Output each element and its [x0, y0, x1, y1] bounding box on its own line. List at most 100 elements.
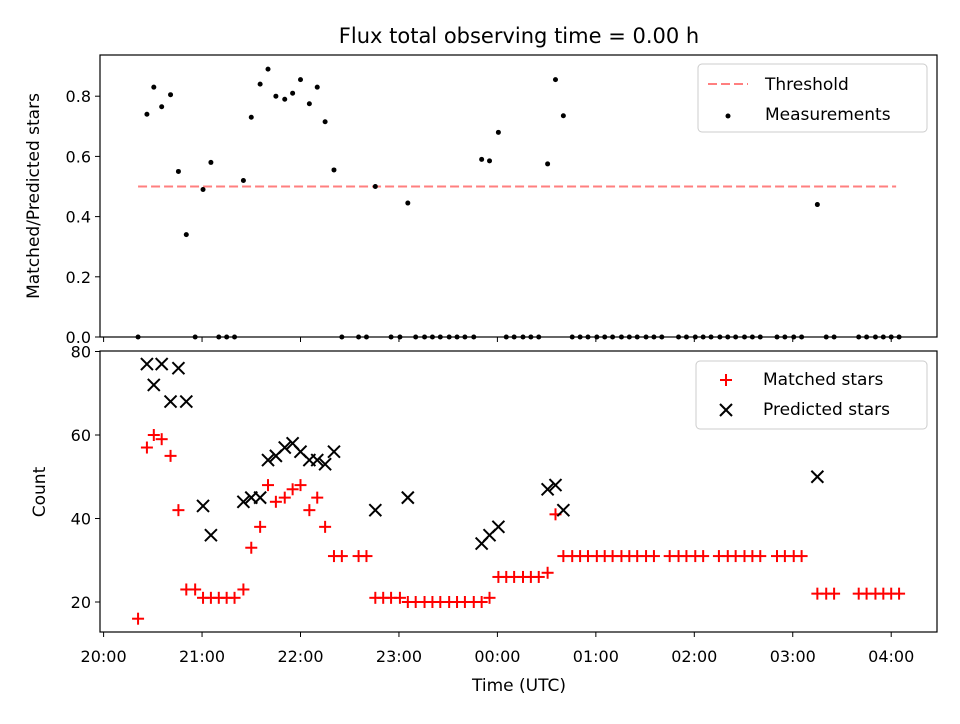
ratio-legend: Threshold Measurements [697, 63, 928, 133]
matched-star-point [795, 550, 808, 563]
measurement-point [896, 334, 902, 340]
matched-star-point [164, 449, 177, 462]
measurement-point [306, 101, 312, 107]
count-x-ticks: 20:00 21:00 22:00 23:00 00:00 01:00 02:00 03:00… [81, 632, 914, 666]
matched-star-point [147, 429, 160, 441]
matched-star-point [475, 596, 488, 608]
measurement-point [651, 334, 657, 340]
measurement-point [290, 90, 296, 96]
ratio-panel: 0.00.20.40.60.8 Matched/Predicted stars … [24, 54, 938, 347]
matched-star-point [335, 550, 348, 563]
count-y-tick-label: 20 [71, 593, 91, 612]
count-x-tick-label: 04:00 [868, 647, 914, 666]
ratio-x-ticks [103, 337, 892, 342]
matched-star-point [532, 570, 545, 583]
measurement-point [708, 334, 714, 340]
measurement-point [183, 232, 189, 238]
measurement-point [135, 334, 141, 340]
matched-star-point [132, 612, 145, 625]
matched-star-point [155, 433, 168, 446]
measurement-point [437, 334, 443, 340]
matched-star-point [483, 591, 496, 604]
measurements-legend-label: Measurements [765, 105, 891, 125]
count-panel: 20 40 60 80 20:00 21:00 22:00 23:00 00:00 01:00 0… [30, 343, 938, 696]
predicted-star-point [810, 470, 825, 484]
measurement-point [610, 334, 616, 340]
predicted-star-point [548, 478, 563, 492]
measurement-point [643, 334, 649, 340]
measurement-point [749, 334, 755, 340]
count-y-tick-label: 60 [71, 426, 91, 445]
matched-star-point [303, 504, 316, 517]
measurement-point [216, 334, 222, 340]
measurement-point [282, 96, 288, 102]
measurement-point [700, 334, 706, 340]
measurement-point [405, 200, 411, 206]
count-x-tick-label: 03:00 [770, 647, 816, 666]
matched-star-point [393, 591, 406, 604]
predicted-star-point [278, 440, 292, 455]
measurement-point [717, 334, 723, 340]
predicted-star-point [163, 394, 178, 409]
matched-legend-swatch [720, 374, 732, 386]
measurement-point [552, 77, 558, 83]
measurement-point [683, 334, 689, 340]
measurement-point [429, 334, 435, 340]
ratio-y-axis-label: Matched/Predicted stars [24, 93, 44, 299]
measurement-point [372, 184, 378, 189]
measurement-point [536, 334, 542, 340]
predicted-star-point [401, 490, 415, 505]
count-x-tick-label: 22:00 [277, 647, 323, 666]
matched-star-point [828, 587, 841, 600]
measurement-point [422, 334, 428, 340]
measurement-point [224, 334, 230, 340]
measurement-point [520, 334, 526, 340]
count-x-tick-label: 23:00 [376, 647, 422, 666]
measurement-point [151, 84, 157, 90]
measurement-point [257, 81, 263, 87]
matched-star-point [228, 591, 241, 604]
matched-star-point [269, 495, 282, 508]
matched-star-point [254, 520, 267, 533]
measurement-point [880, 334, 886, 340]
threshold-legend-label: Threshold [764, 75, 849, 95]
matched-legend-label: Matched stars [763, 370, 883, 390]
matched-star-point [893, 587, 906, 600]
predicted-star-point [147, 378, 161, 392]
measurement-point [471, 334, 477, 340]
measurement-points [135, 66, 902, 340]
measurement-point [560, 113, 566, 119]
measurement-point [503, 334, 509, 340]
ratio-legend-box [697, 63, 928, 133]
predicted-stars-points [140, 357, 825, 551]
count-legend: Matched stars Predicted stars [695, 360, 928, 430]
predicted-star-point [204, 528, 218, 542]
matched-star-point [172, 504, 185, 517]
measurement-point [594, 334, 600, 340]
measurement-point [446, 334, 452, 340]
measurement-point [339, 334, 345, 340]
count-y-tick-label: 80 [71, 343, 91, 362]
ratio-y-tick-label: 0.2 [66, 268, 91, 287]
predicted-star-point [261, 453, 275, 467]
measurement-point [462, 334, 468, 340]
count-panel-frame [99, 350, 938, 633]
count-y-axis-label: Count [30, 466, 50, 517]
measurement-point [782, 334, 788, 340]
measurement-point [175, 168, 181, 174]
measurement-point [569, 334, 575, 340]
measurement-point [888, 334, 894, 340]
measurement-point [831, 334, 837, 340]
measurement-point [200, 187, 206, 193]
matched-star-point [319, 520, 332, 533]
matched-star-point [541, 566, 554, 579]
count-y-tick-label: 40 [71, 510, 91, 529]
measurement-point [799, 334, 805, 340]
predicted-star-point [556, 503, 571, 517]
measurement-point [676, 334, 682, 340]
measurement-point [725, 334, 731, 340]
ratio-y-tick-label: 0.6 [66, 147, 91, 166]
measurement-point [487, 158, 493, 164]
measurement-point [577, 334, 583, 340]
